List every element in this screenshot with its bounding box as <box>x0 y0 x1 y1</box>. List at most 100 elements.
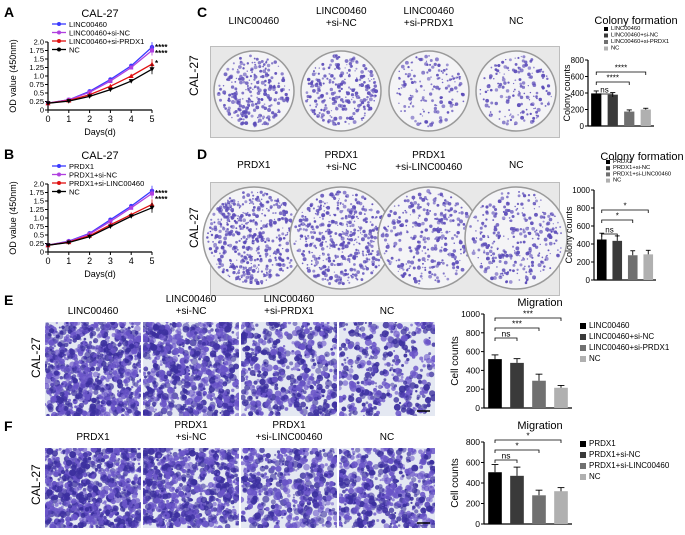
colony <box>406 230 407 231</box>
cell <box>190 350 194 354</box>
cell <box>137 380 140 383</box>
colony <box>257 252 260 255</box>
colony <box>354 206 356 208</box>
colony <box>223 237 227 241</box>
cell <box>185 408 188 411</box>
cell <box>157 390 161 394</box>
colony <box>426 71 428 73</box>
colony <box>398 77 401 80</box>
colony <box>219 99 222 102</box>
colony <box>500 95 503 98</box>
colony <box>430 247 434 251</box>
colony <box>517 203 519 205</box>
colony <box>264 248 268 252</box>
cell <box>209 324 212 327</box>
colony <box>245 116 248 119</box>
colony <box>331 240 334 243</box>
colony <box>251 240 253 242</box>
colony <box>328 259 331 262</box>
colony <box>315 213 317 215</box>
cell <box>332 402 337 409</box>
colony <box>273 60 276 63</box>
colony <box>504 261 508 265</box>
colony <box>284 93 287 96</box>
colony <box>398 88 399 89</box>
colony <box>334 117 338 121</box>
cell <box>212 408 214 410</box>
colony <box>410 261 414 265</box>
colony <box>369 97 373 101</box>
colony <box>440 212 443 215</box>
colony <box>339 233 343 237</box>
colony <box>331 92 335 96</box>
colony <box>242 203 244 205</box>
cell <box>241 389 246 394</box>
colony <box>446 63 449 66</box>
colony <box>255 214 259 218</box>
colony <box>394 205 395 206</box>
cell <box>173 404 176 407</box>
colony <box>547 215 550 218</box>
colony <box>240 255 243 258</box>
colony <box>485 104 489 108</box>
colony <box>493 214 497 218</box>
micrograph-label: LINC00460 +si-NC <box>142 294 240 318</box>
colony <box>243 251 245 253</box>
colony <box>323 82 325 84</box>
cell <box>73 399 76 402</box>
colony <box>269 274 272 277</box>
colony <box>428 55 430 57</box>
colony <box>421 71 425 75</box>
colony <box>540 244 541 245</box>
y-tick-label: 200 <box>571 106 585 115</box>
colony <box>220 220 221 221</box>
colony <box>311 236 314 239</box>
colony <box>556 254 559 257</box>
colony <box>265 68 267 70</box>
colony <box>331 220 335 224</box>
colony <box>330 245 332 247</box>
colony <box>477 220 479 222</box>
colony <box>279 241 281 243</box>
colony <box>250 83 252 85</box>
colony <box>321 94 323 96</box>
colony <box>281 217 284 220</box>
colony <box>364 197 367 200</box>
colony <box>367 99 368 100</box>
cell <box>100 387 105 392</box>
cell <box>55 331 57 333</box>
cell <box>66 388 68 390</box>
colony <box>327 253 330 256</box>
x-tick-label: 2 <box>87 256 92 266</box>
colony <box>429 92 432 95</box>
cell <box>85 341 87 343</box>
colony <box>513 227 516 230</box>
colony <box>232 68 234 70</box>
cell <box>314 354 317 357</box>
colony <box>254 279 258 283</box>
colony <box>270 199 273 202</box>
colony <box>523 267 526 270</box>
colony <box>232 271 235 274</box>
colony <box>417 58 419 60</box>
x-tick-label: 1 <box>66 256 71 266</box>
colony <box>529 217 532 220</box>
colony <box>528 250 532 254</box>
colony <box>212 213 215 216</box>
colony <box>353 195 354 196</box>
cell <box>296 384 303 391</box>
legend-label: LINC00460 <box>611 26 640 32</box>
colony <box>542 257 544 259</box>
dish-label: LINC00460 <box>210 16 298 28</box>
y-tick-label: 600 <box>577 222 591 231</box>
colony <box>460 207 462 209</box>
cell <box>145 366 147 368</box>
cell <box>202 409 206 413</box>
cell <box>178 346 180 348</box>
colony <box>480 227 483 230</box>
colony <box>259 255 262 258</box>
colony <box>359 84 360 85</box>
colony <box>249 247 253 251</box>
colony <box>480 93 482 95</box>
colony <box>308 237 309 238</box>
